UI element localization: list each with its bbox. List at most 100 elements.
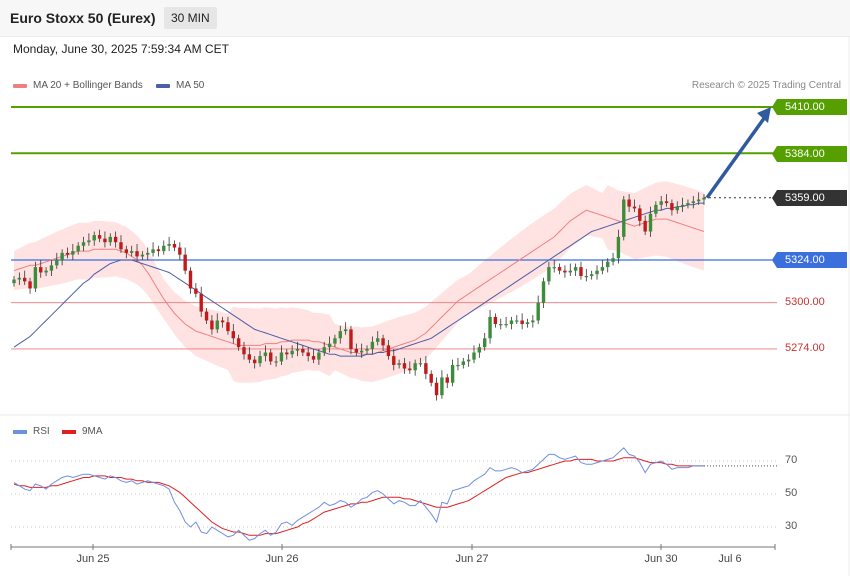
candle-body	[279, 352, 284, 362]
candle-body	[386, 345, 391, 357]
candle-body	[12, 279, 16, 284]
candle-body	[236, 338, 241, 348]
candle-body	[327, 343, 332, 348]
rsi-level-30: 30	[785, 520, 798, 532]
candle-body	[365, 348, 369, 351]
candle-body	[247, 354, 252, 360]
candle-body	[525, 322, 530, 325]
candle-body	[702, 197, 706, 200]
x-tick-jun26: Jun 26	[265, 553, 299, 565]
candle-body	[172, 243, 177, 248]
rsi-level-50: 50	[785, 487, 798, 499]
candle-body	[654, 204, 658, 214]
legend-ma50-label: MA 50	[176, 80, 205, 91]
candle-body	[349, 329, 353, 349]
ma20-swatch	[13, 83, 27, 88]
candle-body	[504, 324, 508, 326]
candle-body	[606, 261, 610, 268]
candle-body	[461, 361, 466, 365]
candle-body	[317, 352, 321, 360]
forecast-arrow-head	[757, 107, 771, 123]
candle-body	[87, 240, 91, 243]
candle-body	[295, 348, 300, 351]
candle-body	[557, 267, 562, 271]
candle-body	[413, 363, 417, 371]
research-credit: Research © 2025 Trading Central	[691, 80, 841, 91]
candle-body	[263, 352, 268, 357]
candle-body	[290, 350, 294, 355]
candle-body	[17, 277, 22, 280]
candle-body	[472, 352, 476, 360]
candle-body	[188, 270, 193, 289]
candle-body	[151, 249, 155, 253]
candle-body	[627, 199, 631, 207]
timeframe-button[interactable]: 30 MIN	[164, 7, 217, 29]
legend-rsi: RSI	[13, 426, 50, 437]
candle-body	[322, 347, 326, 353]
candle-body	[119, 242, 123, 250]
rsi-level-70: 70	[785, 454, 798, 466]
candle-body	[60, 252, 64, 260]
candle-body	[622, 199, 626, 237]
candle-body	[664, 201, 669, 204]
candle-body	[274, 361, 278, 363]
candle-body	[76, 245, 80, 252]
candle-body	[162, 245, 166, 252]
instrument-title: Euro Stoxx 50 (Eurex)	[10, 10, 156, 26]
candle-body	[680, 204, 685, 207]
candle-body	[611, 258, 615, 262]
ma50-line	[13, 202, 704, 357]
candle-body	[595, 270, 599, 275]
candle-body	[381, 338, 385, 346]
candle-body	[488, 316, 492, 339]
candle-body	[156, 249, 161, 252]
candle-body	[194, 288, 198, 294]
candle-body	[140, 254, 145, 257]
chart-header: Euro Stoxx 50 (Eurex) 30 MIN	[0, 0, 850, 37]
legend-rsi-label: RSI	[33, 426, 50, 437]
rsi-swatch	[13, 429, 27, 434]
candle-body	[573, 267, 578, 271]
candle-body	[675, 206, 679, 211]
chart-datetime: Monday, June 30, 2025 7:59:34 AM CET	[13, 42, 229, 56]
candle-body	[408, 368, 412, 371]
candle-body	[589, 274, 594, 277]
candle-body	[22, 277, 27, 282]
rsi-ma-line	[13, 457, 704, 536]
legend-ma50: MA 50	[156, 80, 204, 91]
candle-body	[456, 364, 460, 367]
legend-ma20-label: MA 20 + Bollinger Bands	[33, 80, 143, 91]
candle-body	[311, 356, 316, 360]
candle-body	[306, 352, 310, 357]
candle-body	[44, 270, 48, 273]
candle-body	[509, 320, 514, 325]
candle-body	[359, 350, 364, 353]
candle-body	[113, 236, 118, 243]
bollinger-band	[14, 181, 704, 383]
candle-body	[643, 220, 647, 232]
candle-body	[397, 363, 401, 365]
candle-body	[103, 238, 107, 243]
candle-body	[178, 247, 182, 255]
candle-body	[632, 206, 637, 209]
candle-body	[28, 281, 32, 289]
candle-body	[536, 302, 540, 321]
candle-body	[477, 347, 482, 353]
candle-body	[220, 320, 225, 323]
candle-body	[129, 251, 134, 253]
candle-body	[531, 320, 535, 323]
candle-body	[301, 348, 305, 353]
candle-body	[210, 320, 214, 330]
candle-body	[659, 201, 663, 205]
ma20-line	[13, 209, 705, 355]
candle-body	[686, 203, 690, 205]
candle-body	[563, 270, 567, 273]
candle-body	[541, 281, 546, 303]
candle-body	[92, 235, 96, 241]
candle-body	[450, 364, 455, 383]
candle-body	[338, 331, 342, 339]
x-tick-jun27: Jun 27	[455, 553, 489, 565]
candle-body	[370, 341, 375, 349]
